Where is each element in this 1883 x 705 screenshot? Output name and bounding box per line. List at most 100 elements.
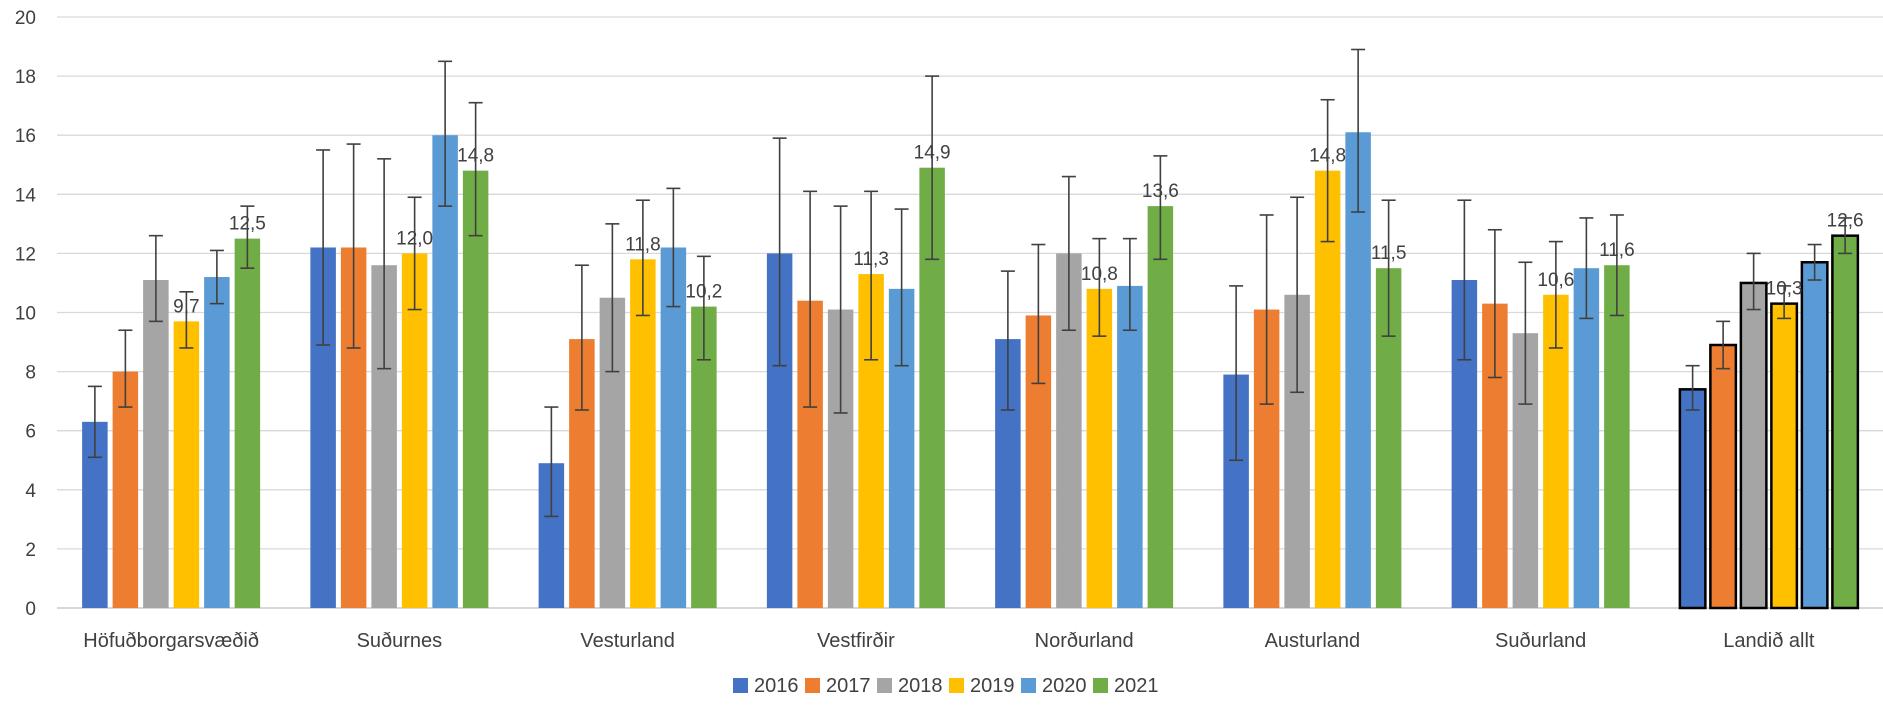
error-bar-2021-6 xyxy=(1609,214,1624,317)
error-bar-2016-0 xyxy=(87,385,102,459)
category-label: Suðurnes xyxy=(357,630,443,652)
y-tick-label: 10 xyxy=(15,304,36,325)
legend-item-2020: 2020 xyxy=(1021,675,1087,697)
y-tick-label: 6 xyxy=(25,422,36,443)
error-bar-2018-0 xyxy=(148,234,163,323)
data-label-2019-6: 10,6 xyxy=(1537,270,1574,291)
error-bar-2017-7 xyxy=(1716,320,1731,370)
data-label-2021-6: 11,6 xyxy=(1599,240,1635,261)
y-tick-label: 4 xyxy=(25,481,36,502)
bar-2016-7 xyxy=(1678,388,1707,610)
data-label-2021-5: 11,5 xyxy=(1371,243,1407,264)
y-tick-label: 12 xyxy=(15,244,36,265)
error-bar-2020-1 xyxy=(438,60,453,207)
y-tick-label: 2 xyxy=(25,540,36,561)
category-label: Vestfirðir xyxy=(817,630,895,652)
data-label-2019-3: 11,3 xyxy=(853,249,889,270)
error-bar-2016-1 xyxy=(316,149,331,346)
error-bar-2017-4 xyxy=(1031,243,1046,385)
error-bar-2016-5 xyxy=(1229,285,1244,462)
bar-2020-7 xyxy=(1800,261,1829,610)
bar-2020-6 xyxy=(1573,268,1600,608)
category-label: Austurland xyxy=(1265,630,1361,652)
error-bar-2017-1 xyxy=(346,143,361,349)
legend-label: 2019 xyxy=(970,675,1015,697)
error-bar-2020-4 xyxy=(1122,237,1137,332)
error-bar-2016-7 xyxy=(1685,364,1700,411)
data-label-2021-3: 14,9 xyxy=(914,143,951,164)
error-bar-2017-6 xyxy=(1487,228,1502,379)
data-label-2021-0: 12,5 xyxy=(229,214,266,235)
error-bar-2018-2 xyxy=(605,223,620,373)
data-label-2021-7: 12,6 xyxy=(1827,211,1864,232)
category-labels: Höfuðborgarsvæðið Suðurnes Vesturland Vestf… xyxy=(83,630,1815,652)
error-bar-2019-6 xyxy=(1548,240,1563,349)
legend-item-2018: 2018 xyxy=(877,675,943,697)
y-tick-label: 8 xyxy=(25,363,36,384)
error-bar-2020-6 xyxy=(1579,217,1594,320)
legend-item-2021: 2021 xyxy=(1093,675,1159,697)
legend-swatch xyxy=(1093,678,1108,693)
error-bar-2021-5 xyxy=(1381,199,1396,337)
bar-2020-2 xyxy=(660,247,687,609)
data-label-2019-0: 9,7 xyxy=(173,296,199,317)
legend-label: 2018 xyxy=(898,675,943,697)
bar-2017-7 xyxy=(1709,343,1738,610)
legend-item-2019: 2019 xyxy=(949,675,1015,697)
legend-swatch xyxy=(877,678,892,693)
error-bar-2020-5 xyxy=(1351,48,1366,213)
bar-2021-6 xyxy=(1604,265,1630,608)
error-bar-2021-1 xyxy=(468,101,483,237)
error-bar-2021-7 xyxy=(1838,217,1853,255)
error-bar-2019-3 xyxy=(864,190,879,361)
error-bar-2019-2 xyxy=(635,199,650,317)
legend-item-2017: 2017 xyxy=(805,675,871,697)
error-bar-2017-2 xyxy=(574,264,589,411)
data-label-2019-7: 10,3 xyxy=(1766,279,1803,300)
category-label: Norðurland xyxy=(1035,630,1134,652)
bar-2021-1 xyxy=(462,170,489,608)
error-bar-2016-4 xyxy=(1000,270,1015,411)
error-bar-2020-7 xyxy=(1807,243,1822,281)
error-bar-2020-0 xyxy=(209,249,224,305)
data-labels: 9,7 12,5 12,0 14,8 11,8 10,2 11,3 14,9 10,8 13,6 1… xyxy=(173,143,1863,318)
bar-2019-0 xyxy=(173,321,200,608)
data-label-2019-2: 11,8 xyxy=(625,234,661,255)
error-bar-2021-2 xyxy=(696,255,711,361)
bar-2018-7 xyxy=(1739,281,1768,610)
error-bar-2018-1 xyxy=(377,158,392,370)
data-label-2021-4: 13,6 xyxy=(1142,181,1179,202)
legend: 2016 2017 2018 2019 2020 2021 xyxy=(733,675,1159,697)
bar-2020-4 xyxy=(1117,285,1143,608)
bar-2019-7 xyxy=(1770,302,1799,610)
data-label-2021-2: 10,2 xyxy=(685,282,722,303)
error-bar-2019-5 xyxy=(1320,98,1335,243)
y-axis-ticks: 0 2 4 6 8 10 12 14 16 18 20 xyxy=(15,8,37,620)
bars xyxy=(82,132,1860,610)
bar-2019-5 xyxy=(1314,170,1341,608)
category-label: Höfuðborgarsvæðið xyxy=(83,630,259,652)
error-bar-2019-1 xyxy=(407,196,422,311)
y-tick-label: 14 xyxy=(15,185,37,206)
bar-2017-0 xyxy=(112,371,139,608)
error-bar-2020-2 xyxy=(666,187,681,308)
y-tick-label: 16 xyxy=(15,126,36,147)
category-label: Vesturland xyxy=(580,630,675,652)
bar-2020-0 xyxy=(204,277,230,608)
legend-item-2016: 2016 xyxy=(733,675,799,697)
error-bar-2016-3 xyxy=(772,137,787,367)
bar-2020-1 xyxy=(432,135,458,608)
error-bar-2020-3 xyxy=(894,208,909,367)
y-tick-label: 20 xyxy=(15,8,36,29)
legend-swatch xyxy=(949,678,964,693)
error-bar-2018-6 xyxy=(1518,261,1533,405)
bar-2019-2 xyxy=(630,259,656,608)
error-bar-2021-3 xyxy=(925,75,940,261)
data-label-2019-1: 12,0 xyxy=(396,228,433,249)
error-bar-2016-2 xyxy=(544,406,559,518)
category-label: Suðurland xyxy=(1495,630,1586,652)
bar-2021-7 xyxy=(1831,234,1860,610)
data-label-2021-1: 14,8 xyxy=(457,146,494,167)
data-label-2019-4: 10,8 xyxy=(1081,264,1118,285)
